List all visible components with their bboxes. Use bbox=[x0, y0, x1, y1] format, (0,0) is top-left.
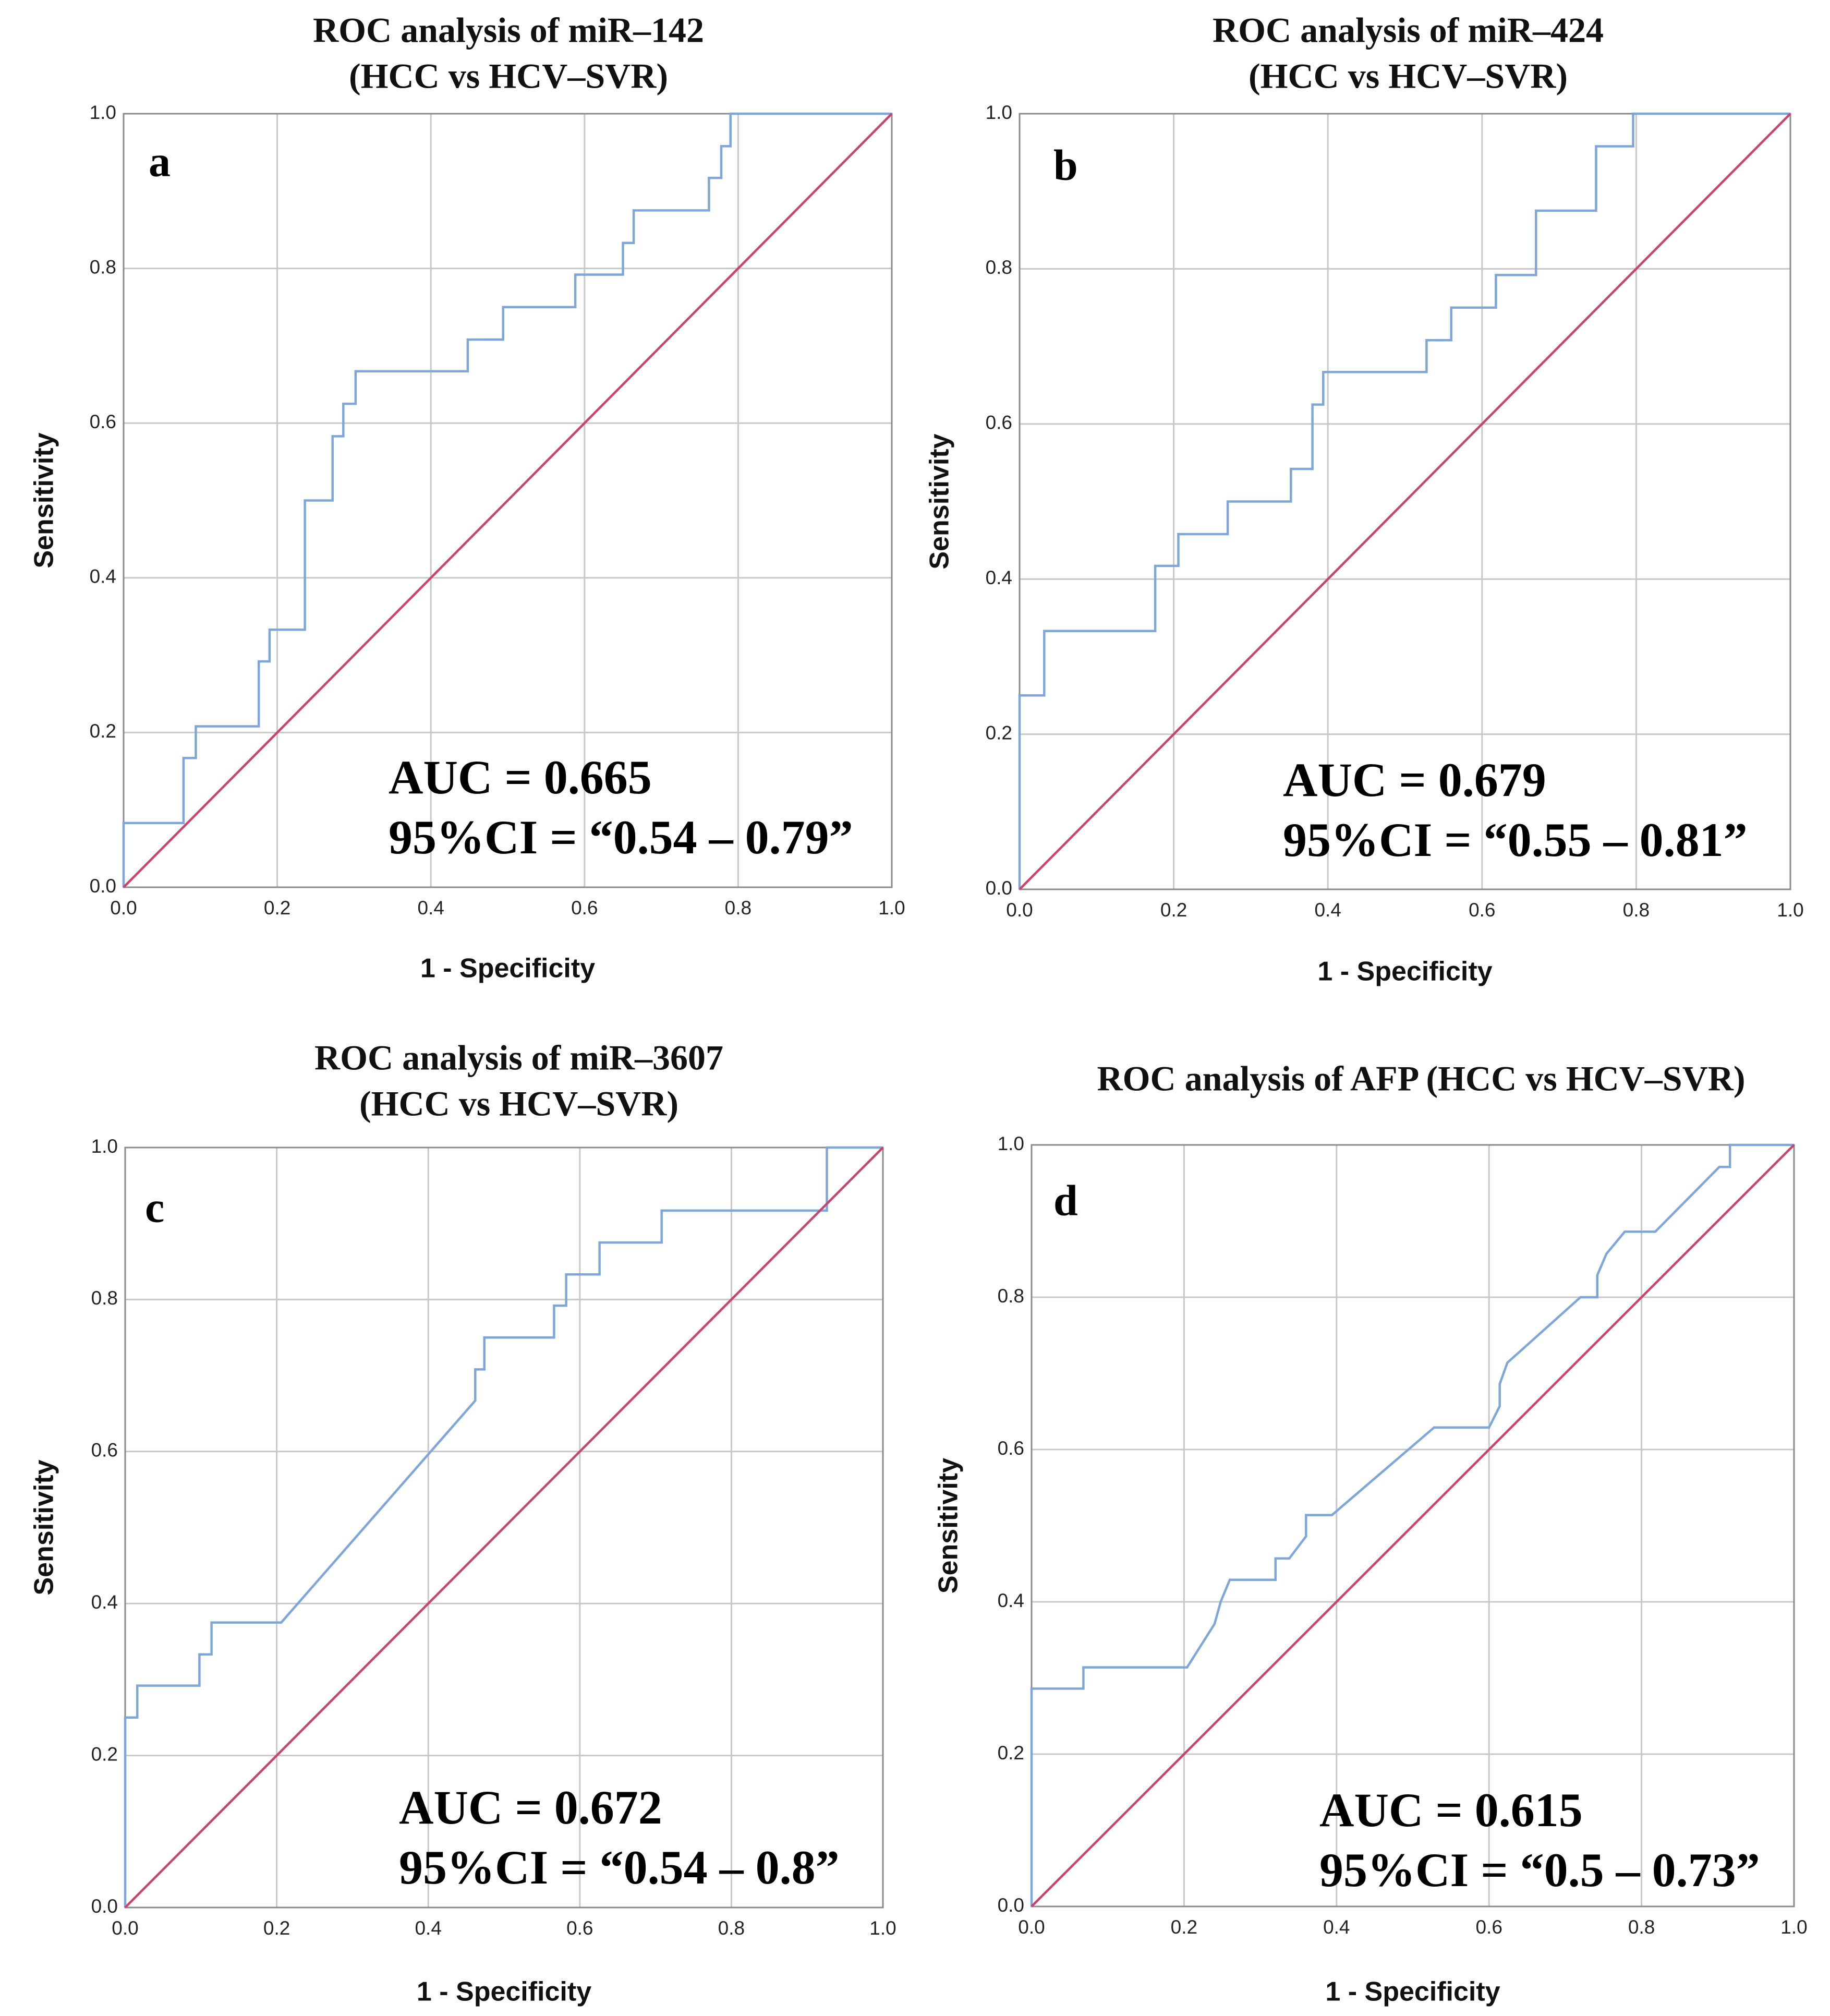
x-tick-label: 1.0 bbox=[1780, 1916, 1807, 1938]
roc-panel-b: ROC analysis of miR–424 (HCC vs HCV–SVR) 0… bbox=[925, 10, 1804, 987]
plot-frame bbox=[123, 113, 893, 888]
x-tick-label: 0.2 bbox=[1171, 1916, 1197, 1938]
y-tick-label: 1.0 bbox=[91, 1136, 118, 1157]
y-tick-label: 0.0 bbox=[91, 1896, 118, 1917]
chart-title-line: (HCC vs HCV–SVR) bbox=[349, 56, 668, 96]
y-tick-label: 0.6 bbox=[986, 412, 1012, 433]
chart-title-line: ROC analysis of miR–424 bbox=[1213, 10, 1604, 50]
y-tick-label: 1.0 bbox=[986, 102, 1012, 123]
y-tick-label: 0.4 bbox=[998, 1590, 1024, 1611]
x-tick-label: 0.8 bbox=[725, 897, 752, 919]
ci-annotation: 95%CI = “0.55 – 0.81” bbox=[1283, 813, 1748, 866]
y-tick-label: 0.0 bbox=[90, 875, 116, 897]
chart-title-line: (HCC vs HCV–SVR) bbox=[359, 1084, 678, 1124]
x-tick-label: 0.2 bbox=[1160, 899, 1187, 921]
roc-panel-d: ROC analysis of AFP (HCC vs HCV–SVR)0.00… bbox=[934, 1059, 1808, 2007]
reference-diagonal-line bbox=[124, 1146, 884, 1909]
roc-curve-line bbox=[1018, 112, 1790, 889]
x-tick-label: 0.6 bbox=[571, 897, 598, 919]
x-axis-label: 1 - Specificity bbox=[417, 1977, 591, 2007]
x-tick-label: 0.0 bbox=[1018, 1916, 1045, 1938]
roc-panel-a: ROC analysis of miR–142 (HCC vs HCV–SVR) 0… bbox=[29, 10, 905, 984]
y-tick-label: 0.2 bbox=[91, 1743, 118, 1765]
y-tick-label: 1.0 bbox=[90, 102, 116, 123]
x-tick-label: 0.4 bbox=[415, 1917, 441, 1939]
y-tick-label: 0.8 bbox=[90, 256, 116, 277]
x-tick-label: 0.6 bbox=[1469, 899, 1495, 921]
x-tick-label: 0.0 bbox=[1006, 899, 1033, 921]
reference-diagonal-line bbox=[1019, 113, 1791, 890]
x-tick-label: 0.4 bbox=[1314, 899, 1341, 921]
reference-diagonal-line bbox=[123, 113, 893, 888]
y-tick-label: 0.6 bbox=[90, 411, 116, 432]
chart-title-line: (HCC vs HCV–SVR) bbox=[1249, 56, 1568, 96]
x-tick-label: 1.0 bbox=[878, 897, 905, 919]
reference-diagonal-line bbox=[1031, 1144, 1795, 1908]
panel-letter: c bbox=[145, 1183, 164, 1232]
x-tick-label: 0.8 bbox=[718, 1917, 745, 1939]
x-tick-label: 0.2 bbox=[264, 897, 290, 919]
x-tick-label: 0.2 bbox=[263, 1917, 290, 1939]
y-axis-label: Sensitivity bbox=[29, 1459, 59, 1595]
ci-annotation: 95%CI = “0.54 – 0.79” bbox=[389, 811, 853, 864]
y-tick-label: 0.4 bbox=[986, 567, 1012, 588]
roc-panel-c: ROC analysis of miR–3607 (HCC vs HCV–SVR)… bbox=[29, 1038, 896, 2007]
x-tick-label: 0.6 bbox=[1475, 1916, 1502, 1938]
x-axis-label: 1 - Specificity bbox=[1325, 1977, 1500, 2007]
x-tick-label: 0.4 bbox=[417, 897, 444, 919]
y-tick-label: 0.0 bbox=[998, 1894, 1024, 1916]
roc-curve-line bbox=[122, 112, 892, 887]
roc-curve-line bbox=[1030, 1143, 1794, 1906]
plot-frame bbox=[1019, 113, 1791, 890]
plot-frame bbox=[124, 1146, 884, 1909]
ci-annotation: 95%CI = “0.5 – 0.73” bbox=[1319, 1843, 1760, 1897]
y-tick-label: 0.6 bbox=[91, 1440, 118, 1461]
y-tick-label: 0.2 bbox=[90, 720, 116, 742]
ci-annotation: 95%CI = “0.54 – 0.8” bbox=[399, 1841, 840, 1894]
x-tick-label: 0.8 bbox=[1628, 1916, 1655, 1938]
plot-frame bbox=[1031, 1144, 1795, 1908]
panel-letter: b bbox=[1053, 141, 1078, 189]
y-tick-label: 0.6 bbox=[998, 1438, 1024, 1459]
auc-annotation: AUC = 0.615 bbox=[1319, 1783, 1583, 1837]
y-tick-label: 0.4 bbox=[91, 1591, 118, 1613]
x-tick-label: 0.8 bbox=[1623, 899, 1650, 921]
y-tick-label: 0.4 bbox=[90, 566, 116, 587]
panel-letter: d bbox=[1053, 1176, 1078, 1225]
y-tick-label: 0.8 bbox=[998, 1285, 1024, 1307]
y-tick-label: 0.0 bbox=[986, 877, 1012, 899]
y-axis-label: Sensitivity bbox=[934, 1458, 964, 1594]
y-tick-label: 0.8 bbox=[986, 257, 1012, 278]
auc-annotation: AUC = 0.665 bbox=[389, 751, 652, 804]
chart-title-line: ROC analysis of AFP (HCC vs HCV–SVR) bbox=[1097, 1059, 1746, 1098]
x-tick-label: 0.4 bbox=[1323, 1916, 1350, 1938]
chart-title-line: ROC analysis of miR–142 bbox=[313, 10, 704, 50]
auc-annotation: AUC = 0.679 bbox=[1283, 753, 1546, 806]
x-tick-label: 1.0 bbox=[869, 1917, 896, 1939]
y-tick-label: 0.8 bbox=[91, 1287, 118, 1309]
x-axis-label: 1 - Specificity bbox=[420, 953, 595, 984]
x-tick-label: 0.0 bbox=[112, 1917, 138, 1939]
y-tick-label: 1.0 bbox=[998, 1133, 1024, 1154]
roc-curve-line bbox=[124, 1146, 883, 1908]
auc-annotation: AUC = 0.672 bbox=[399, 1781, 662, 1834]
x-axis-label: 1 - Specificity bbox=[1317, 957, 1492, 987]
y-axis-label: Sensitivity bbox=[29, 432, 59, 568]
y-axis-label: Sensitivity bbox=[925, 433, 955, 569]
x-tick-label: 0.6 bbox=[566, 1917, 593, 1939]
x-tick-label: 1.0 bbox=[1777, 899, 1803, 921]
panel-letter: a bbox=[149, 137, 171, 186]
y-tick-label: 0.2 bbox=[986, 722, 1012, 743]
panels-group: ROC analysis of miR–142 (HCC vs HCV–SVR) 0… bbox=[29, 10, 1808, 2007]
x-tick-label: 0.0 bbox=[110, 897, 137, 919]
chart-title-line: ROC analysis of miR–3607 bbox=[314, 1038, 723, 1078]
y-tick-label: 0.2 bbox=[998, 1742, 1024, 1764]
